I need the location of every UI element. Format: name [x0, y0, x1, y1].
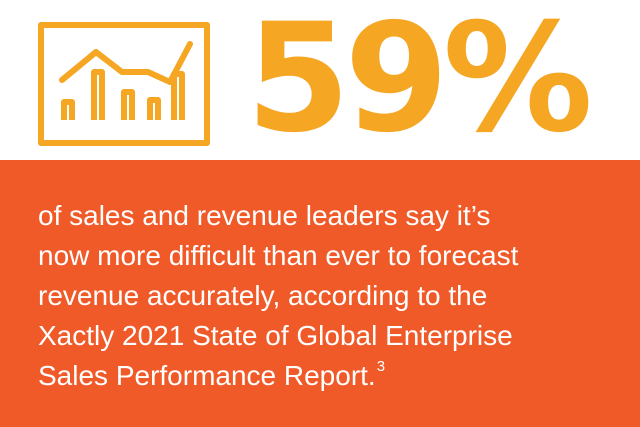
statement-line: revenue accurately, according to the	[38, 280, 488, 311]
statement-line: of sales and revenue leaders say it’s	[38, 200, 491, 231]
statement-line: Xactly 2021 State of Global Enterprise	[38, 320, 513, 351]
line-and-bar-chart-icon	[38, 22, 210, 146]
statement-panel: of sales and revenue leaders say it’s no…	[0, 160, 640, 427]
statement-text: of sales and revenue leaders say it’s no…	[38, 196, 628, 396]
stat-percentage: 59%	[246, 0, 593, 166]
header-area: 59%	[0, 0, 640, 160]
statement-line: now more difficult than ever to forecast	[38, 240, 519, 271]
footnote-marker: 3	[376, 358, 386, 375]
statement-line: Sales Performance Report.	[38, 360, 376, 391]
